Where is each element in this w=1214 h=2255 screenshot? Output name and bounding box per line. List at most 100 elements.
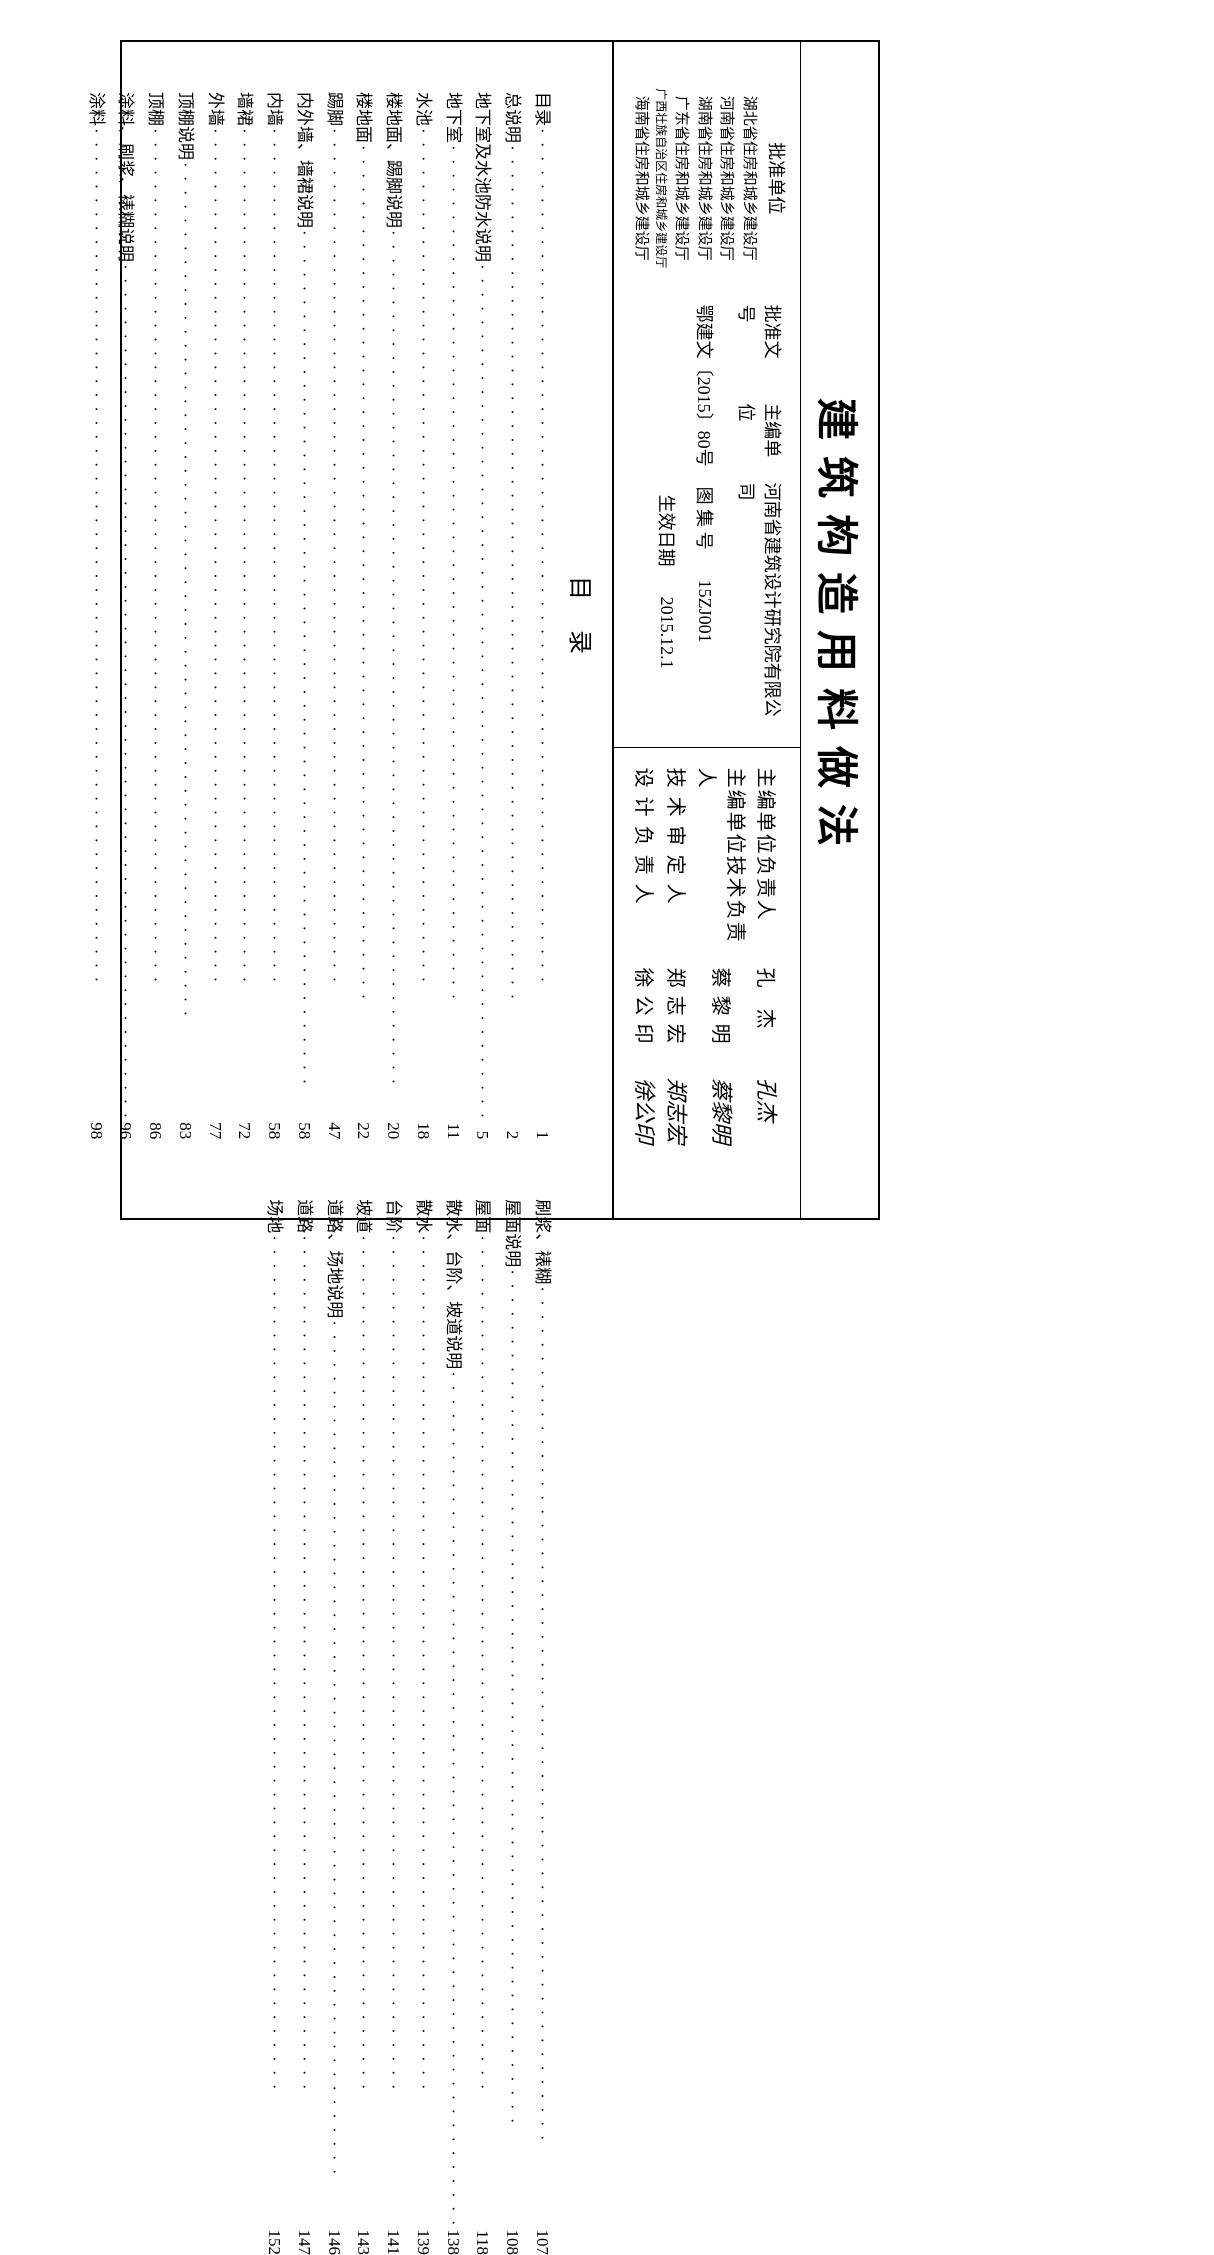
info-block: 批准文号 主编单位 河南省建筑设计研究院有限公司 鄂建文〔2015〕80号 图 …	[630, 295, 791, 727]
toc-item: 目录· · · · · · · · · · · · · · · · · · · …	[527, 92, 557, 1139]
toc-item-label: 散水、台阶、坡道说明	[438, 1199, 468, 1369]
toc-item-label: 屋面	[468, 1199, 498, 1233]
toc-item-page: 98	[81, 1122, 111, 1139]
toc-item-label: 顶棚说明	[170, 92, 200, 160]
toc-item-dots: · · · · · · · · · · · · · · · · · · · · …	[438, 1369, 468, 2229]
toc-item-label: 台阶	[379, 1199, 409, 1233]
toc-item: 顶棚· · · · · · · · · · · · · · · · · · · …	[141, 92, 171, 1139]
toc-item-label: 墙裙	[230, 92, 260, 126]
toc-item-page: 58	[289, 1122, 319, 1139]
toc-item-dots: · · · · · · · · · · · · · · · · · · · · …	[349, 143, 379, 1122]
toc-item-page: 58	[260, 1122, 290, 1139]
toc-item: 屋面· · · · · · · · · · · · · · · · · · · …	[468, 1199, 498, 2255]
person-row: 主编单位负责人 孔 杰 孔杰	[752, 768, 784, 1198]
person-label: 技 术 审 定 人	[664, 768, 693, 948]
toc-item-label: 楼地面	[349, 92, 379, 143]
toc-item-page: 139	[408, 2230, 438, 2255]
toc-item-dots: · · · · · · · · · · · · · · · · · · · · …	[498, 143, 528, 1131]
toc-item: 外墙· · · · · · · · · · · · · · · · · · · …	[200, 92, 230, 1139]
toc-item-label: 道路、场地说明	[319, 1199, 349, 1318]
toc-item: 散水· · · · · · · · · · · · · · · · · · · …	[408, 1199, 438, 2255]
info-row: 生效日期 2015.12.1	[654, 305, 680, 727]
toc-item-dots: · · · · · · · · · · · · · · · · · · · · …	[111, 262, 141, 1122]
toc-item: 场地· · · · · · · · · · · · · · · · · · · …	[260, 1199, 290, 2255]
toc-item-label: 涂料	[81, 92, 111, 126]
toc-item-page: 138	[438, 2230, 468, 2255]
approval-doc-value: 鄂建文〔2015〕80号	[692, 305, 718, 467]
toc-item-label: 水池	[408, 92, 438, 126]
approval-doc-label: 批准文号	[734, 305, 786, 375]
toc-item: 散水、台阶、坡道说明· · · · · · · · · · · · · · · …	[438, 1199, 468, 2255]
approval-unit-item: 广西壮族自治区住房和城乡建设厅	[652, 62, 670, 295]
toc-item-dots: · · · · · · · · · · · · · · · · · · · · …	[200, 126, 230, 1122]
toc-item: 楼地面、踢脚说明· · · · · · · · · · · · · · · · …	[379, 92, 409, 1139]
person-row: 技 术 审 定 人 郑志宏 郑志宏	[662, 768, 694, 1198]
person-label: 主编单位技术负责人	[694, 768, 752, 948]
toc-right-column: 刷浆、裱糊· · · · · · · · · · · · · · · · · ·…	[81, 1199, 557, 2255]
approval-unit-item: 海南省住房和城乡建设厅	[630, 62, 653, 295]
approval-unit-item: 广东省住房和城乡建设厅	[670, 62, 693, 295]
persons-block: 主编单位负责人 孔 杰 孔杰 主编单位技术负责人 蔡黎明 蔡黎明 技 术 审 定…	[614, 748, 800, 1218]
toc-item-page: 107	[527, 2230, 557, 2255]
effective-date-label: 生效日期	[654, 495, 680, 567]
toc-item: 屋面说明· · · · · · · · · · · · · · · · · · …	[498, 1199, 528, 2255]
toc-item-dots: · · · · · · · · · · · · · · · · · · · · …	[379, 1233, 409, 2229]
toc-item-label: 顶棚	[141, 92, 171, 126]
toc-columns: 目录· · · · · · · · · · · · · · · · · · · …	[81, 92, 557, 1168]
toc-item: 刷浆、裱糊· · · · · · · · · · · · · · · · · ·…	[527, 1199, 557, 2255]
toc-item-dots: · · · · · · · · · · · · · · · · · · · · …	[170, 160, 200, 1122]
toc-item-label: 散水	[408, 1199, 438, 1233]
toc-item-page: 18	[408, 1122, 438, 1139]
toc-item-label: 楼地面、踢脚说明	[379, 92, 409, 228]
toc-item-page: 152	[260, 2230, 290, 2255]
toc-item: 地下室· · · · · · · · · · · · · · · · · · ·…	[438, 92, 468, 1139]
toc-item-label: 刷浆、裱糊	[527, 1199, 557, 1284]
toc-item-dots: · · · · · · · · · · · · · · · · · · · · …	[468, 262, 498, 1131]
person-row: 设 计 负 责 人 徐公印 徐公印	[630, 768, 662, 1198]
toc-item-dots: · · · · · · · · · · · · · · · · · · · · …	[289, 1233, 319, 2229]
toc-item-label: 内墙	[260, 92, 290, 126]
toc-item-dots: · · · · · · · · · · · · · · · · · · · · …	[527, 1284, 557, 2229]
person-name: 蔡黎明	[709, 968, 738, 1058]
toc-section: 目录 目录· · · · · · · · · · · · · · · · · ·…	[69, 42, 612, 1218]
toc-item-dots: · · · · · · · · · · · · · · · · · · · · …	[408, 126, 438, 1122]
person-name: 郑志宏	[664, 968, 693, 1058]
toc-item-dots: · · · · · · · · · · · · · · · · · · · · …	[408, 1233, 438, 2229]
person-signature: 蔡黎明	[707, 1078, 739, 1144]
toc-item-dots: · · · · · · · · · · · · · · · · · · · · …	[141, 126, 171, 1122]
toc-item-label: 屋面说明	[498, 1199, 528, 1267]
toc-item-dots: · · · · · · · · · · · · · · · · · · · · …	[81, 126, 111, 1122]
toc-item-dots: · · · · · · · · · · · · · · · · · · · · …	[498, 1267, 528, 2229]
toc-item-page: 96	[111, 1122, 141, 1139]
atlas-no-value: 15ZJ001	[695, 580, 716, 643]
toc-item: 内外墙、墙裙说明· · · · · · · · · · · · · · · · …	[289, 92, 319, 1139]
person-signature: 徐公印	[630, 1078, 662, 1144]
approval-unit-item: 湖南省住房和城乡建设厅	[693, 62, 716, 295]
toc-item-label: 内外墙、墙裙说明	[289, 92, 319, 228]
toc-item-label: 地下室	[438, 92, 468, 143]
toc-item-label: 总说明	[498, 92, 528, 143]
toc-item-page: 108	[498, 2230, 528, 2255]
header-section: 批准单位 湖北省住房和城乡建设厅 河南省住房和城乡建设厅 湖南省住房和城乡建设厅…	[612, 42, 800, 1218]
toc-item-page: 147	[289, 2230, 319, 2255]
toc-item-dots: · · · · · · · · · · · · · · · · · · · · …	[260, 126, 290, 1122]
info-row: 鄂建文〔2015〕80号 图 集 号 15ZJ001	[692, 305, 718, 727]
toc-item-dots: · · · · · · · · · · · · · · · · · · · · …	[289, 228, 319, 1122]
document-title: 建筑构造用料做法	[800, 42, 878, 1218]
document-page: 建筑构造用料做法 批准单位 湖北省住房和城乡建设厅 河南省住房和城乡建设厅 湖南…	[120, 40, 880, 1220]
toc-item-page: 47	[319, 1122, 349, 1139]
approval-units-title: 批准单位	[764, 62, 790, 295]
toc-left-column: 目录· · · · · · · · · · · · · · · · · · · …	[81, 92, 557, 1139]
toc-item: 内墙· · · · · · · · · · · · · · · · · · · …	[260, 92, 290, 1139]
main-editor-value: 河南省建筑设计研究院有限公司	[734, 483, 786, 727]
toc-item: 地下室及水池防水说明· · · · · · · · · · · · · · · …	[468, 92, 498, 1139]
person-row: 主编单位技术负责人 蔡黎明 蔡黎明	[694, 768, 752, 1198]
toc-item-page: 5	[468, 1131, 498, 1140]
effective-date-value: 2015.12.1	[657, 597, 678, 669]
toc-item-dots: · · · · · · · · · · · · · · · · · · · · …	[319, 1318, 349, 2229]
toc-item-label: 场地	[260, 1199, 290, 1233]
person-signature: 孔杰	[752, 1078, 784, 1122]
toc-item-label: 外墙	[200, 92, 230, 126]
toc-item-page: 143	[349, 2230, 379, 2255]
toc-item: 道路· · · · · · · · · · · · · · · · · · · …	[289, 1199, 319, 2255]
